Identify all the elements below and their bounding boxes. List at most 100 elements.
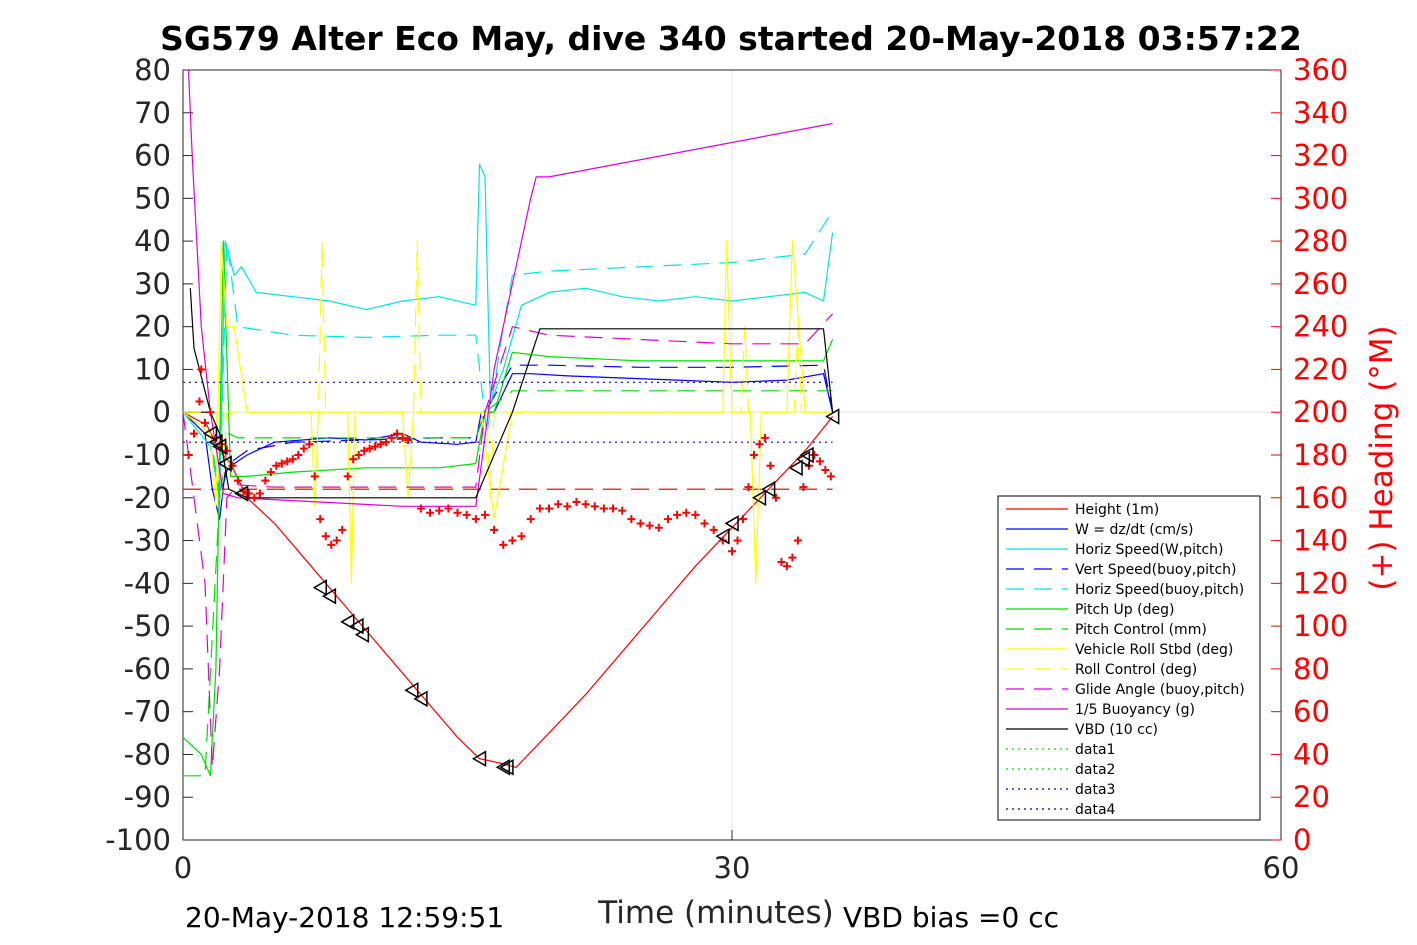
y-tick-label: 60: [134, 139, 171, 173]
profile-marker: [212, 438, 227, 455]
legend-label: Height (1m): [1075, 502, 1159, 518]
heading-point: [777, 557, 786, 566]
profile-marker: [799, 446, 814, 464]
profile-marker: [217, 455, 232, 472]
heading-point: [733, 536, 742, 545]
heading-point: [749, 451, 758, 459]
y-tick-label: -90: [124, 780, 171, 814]
heading-point: [233, 476, 242, 485]
heading-point: [200, 418, 209, 427]
heading-point: [426, 508, 435, 517]
heading-point: [654, 523, 663, 532]
heading-point: [244, 489, 253, 498]
profile-marker: [202, 425, 218, 442]
y-tick-label: -100: [105, 823, 171, 857]
heading-point: [327, 540, 336, 549]
profile-marker: [499, 758, 514, 776]
heading-point: [305, 440, 314, 449]
series-line-w-dz-dt-cm-s: [182, 373, 834, 520]
legend-label: data4: [1075, 802, 1116, 818]
profile-marker: [761, 480, 776, 498]
legend-label: W = dz/dt (cm/s): [1075, 522, 1194, 538]
profile-marker: [312, 579, 327, 596]
right-tick-label: 320: [1293, 139, 1348, 173]
heading-point: [826, 472, 835, 481]
heading-point: [354, 451, 363, 459]
heading-point: [755, 440, 764, 449]
legend: Height (1m) W = dz/dt (cm/s) Horiz Speed(W…: [997, 495, 1261, 821]
right-tick-label: 80: [1293, 652, 1330, 686]
series-line-glide-angle-buoy-pitch: [182, 313, 834, 768]
legend-label: Vert Speed(buoy,pitch): [1075, 562, 1237, 578]
heading-point: [517, 532, 526, 541]
legend-label: Horiz Speed(W,pitch): [1075, 542, 1223, 558]
heading-point: [554, 500, 563, 509]
y-tick-label: 50: [134, 181, 171, 215]
y-tick-label: -10: [124, 438, 171, 472]
heading-point: [535, 504, 544, 513]
heading-point: [490, 525, 499, 534]
right-tick-label: 220: [1293, 352, 1348, 386]
heading-point: [581, 500, 590, 509]
y-tick-label: -70: [124, 695, 171, 729]
series-line-1-5-buoyancy-g: [187, 69, 833, 507]
heading-point: [709, 525, 718, 534]
heading-point: [266, 468, 275, 477]
legend-label: Horiz Speed(buoy,pitch): [1075, 582, 1244, 598]
legend-label: data3: [1075, 782, 1115, 798]
markers-layer: [184, 365, 840, 776]
heading-point: [294, 451, 303, 459]
heading-point: [663, 515, 672, 524]
legend-label: Vehicle Roll Stbd (deg): [1075, 642, 1233, 658]
right-tick-label: 180: [1293, 438, 1348, 472]
right-tick-label: 340: [1293, 96, 1348, 130]
heading-point: [387, 433, 396, 442]
profile-marker: [340, 613, 355, 631]
x-tick-label: 0: [174, 851, 192, 885]
profile-marker: [825, 408, 840, 425]
y-tick-label: -30: [124, 524, 171, 558]
heading-point: [321, 532, 330, 541]
legend-box: [997, 495, 1261, 821]
heading-point: [545, 504, 553, 513]
heading-point: [590, 502, 599, 511]
x-tick-label: 30: [714, 851, 751, 885]
heading-point: [277, 459, 286, 468]
heading-point: [371, 442, 380, 451]
heading-point: [691, 510, 700, 519]
heading-point: [382, 438, 391, 447]
heading-point: [195, 397, 204, 406]
y-tick-label: 30: [134, 267, 171, 301]
heading-point: [636, 519, 645, 528]
y-tick-label: -50: [124, 609, 171, 643]
y-tick-label: -80: [124, 737, 171, 771]
heading-point: [572, 498, 581, 507]
heading-point: [738, 515, 747, 524]
legend-label: Glide Angle (buoy,pitch): [1075, 682, 1245, 698]
profile-marker: [495, 758, 510, 776]
right-tick-label: 160: [1293, 481, 1348, 515]
y-tick-label: -20: [124, 481, 171, 515]
legend-label: data2: [1075, 762, 1115, 778]
heading-point: [673, 510, 682, 519]
heading-point: [349, 455, 358, 464]
heading-point: [250, 493, 259, 502]
y-tick-label: 0: [153, 395, 171, 429]
y-tick-label: -40: [124, 566, 171, 600]
heading-point: [393, 429, 402, 438]
y-tick-label: 10: [134, 352, 171, 386]
x-axis: 0 30 60: [174, 830, 1299, 885]
heading-point: [310, 472, 319, 481]
footer-timestamp: 20-May-2018 12:59:51: [185, 901, 504, 934]
heading-point: [508, 536, 517, 545]
heading-point: [766, 461, 775, 470]
profile-marker: [234, 485, 249, 502]
heading-point: [316, 515, 325, 524]
heading-point: [645, 521, 654, 530]
right-axis-label: (+) Heading (°M): [1364, 325, 1400, 590]
profile-marker: [471, 750, 487, 768]
profile-marker: [413, 690, 428, 708]
heading-point: [618, 506, 627, 515]
profile-marker: [788, 459, 803, 477]
